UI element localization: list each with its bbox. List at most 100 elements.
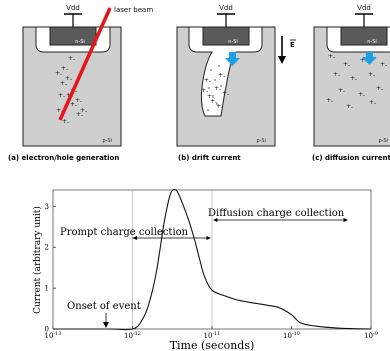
- n-si-label-c: n-Si: [367, 39, 377, 45]
- diffusion-arrow-icon: [362, 52, 377, 65]
- n-si-label-a: n-Si: [75, 39, 85, 45]
- charge-pairs-c: + -+ -+ -+ - + -+ -+ - + -+ -+ -+ -+ -+ -: [326, 53, 387, 111]
- n-si-region-c: [340, 26, 388, 46]
- charge-pairs-b: + -+ -+ -+ -+ -+ -+ -+ -: [201, 72, 229, 111]
- hole-plus-c-2: +: [360, 57, 365, 64]
- electron-minus-b-5: -: [227, 91, 229, 98]
- n-si-region-b: [202, 26, 250, 46]
- electron-minus-c-9: -: [331, 98, 333, 105]
- hole-plus-a-9: +: [80, 107, 85, 114]
- n-si-label-b: n-Si: [228, 39, 238, 45]
- hole-plus-b-7: +: [216, 103, 221, 110]
- electron-minus-a-3: -: [75, 102, 77, 109]
- hole-plus-a-12: +: [58, 92, 63, 99]
- hole-plus-a-11: +: [62, 118, 67, 125]
- hole-plus-c-9: +: [326, 97, 331, 104]
- hole-plus-a-5: +: [61, 65, 66, 72]
- hole-plus-a-2: +: [66, 92, 71, 99]
- hole-plus-c-6: +: [338, 87, 343, 94]
- electron-minus-a-6: -: [70, 76, 72, 83]
- vdd-label-c: Vdd: [357, 4, 371, 12]
- p-si-label-a: p-Si: [102, 138, 112, 144]
- electron-minus-b-0: -: [209, 78, 211, 85]
- hole-plus-a-0: +: [55, 70, 60, 77]
- hole-plus-c-3: +: [333, 71, 338, 78]
- onset-arrow-head: [103, 322, 109, 328]
- speckle-dots-b: [207, 65, 222, 111]
- hole-plus-a-10: +: [56, 107, 61, 114]
- depletion-well-b: [188, 26, 263, 117]
- electron-minus-c-11: -: [374, 100, 376, 107]
- field-arrow-icon: [278, 56, 286, 64]
- electron-minus-a-12: -: [63, 93, 65, 100]
- electron-minus-a-11: -: [67, 119, 69, 126]
- electron-minus-b-7: -: [221, 104, 223, 111]
- electron-minus-c-1: -: [348, 62, 350, 69]
- hole-plus-a-3: +: [70, 101, 75, 108]
- electron-minus-c-6: -: [343, 88, 345, 95]
- n-si-region-a: [49, 26, 97, 46]
- hole-plus-c-11: +: [369, 99, 374, 106]
- hole-plus-c-5: +: [368, 71, 373, 78]
- electron-minus-b-3: -: [223, 73, 225, 80]
- hole-plus-b-2: +: [207, 93, 212, 100]
- electron-minus-a-9: -: [85, 108, 87, 115]
- hole-plus-a-13: +: [68, 55, 73, 62]
- electron-minus-c-12: -: [385, 62, 387, 69]
- hole-plus-a-1: +: [60, 80, 65, 87]
- x-tick-label-1: 10-12: [124, 331, 141, 340]
- field-label: E: [290, 41, 295, 49]
- vdd-label-b: Vdd: [219, 4, 233, 12]
- hole-plus-b-3: +: [218, 72, 223, 79]
- electron-minus-c-10: -: [351, 104, 353, 111]
- diffusion-arrow-head-left: [213, 218, 218, 222]
- electron-minus-c-2: -: [365, 58, 367, 65]
- x-tick-label-2: 10-11: [204, 331, 221, 340]
- electron-minus-c-3: -: [338, 72, 340, 79]
- current-graph: 0 1 2 3 10-13 10-12 10-11 10-10 10-9 Prompt cha…: [32, 188, 378, 351]
- panel-c: Vdd n-Si p-Si + -+ -+ -+ - + -+ -+ - + -+ -+ -+ -+ -+ -…: [312, 4, 390, 162]
- current-curve: [53, 188, 372, 331]
- panel-a: Vdd n-Si p-Si +-+-+-+-+-+-+-+-+-+-+-+-+-…: [8, 4, 153, 162]
- hole-plus-c-4: +: [350, 75, 355, 82]
- vdd-label-a: Vdd: [66, 4, 80, 12]
- electron-minus-a-7: -: [75, 88, 77, 95]
- caption-c: (c) diffusion current: [312, 154, 390, 162]
- y-axis-label: Current (arbitrary unit): [32, 206, 43, 314]
- electron-minus-a-0: -: [60, 71, 62, 78]
- hole-plus-b-5: +: [222, 90, 227, 97]
- x-axis-label: Time (seconds): [170, 339, 255, 351]
- electron-minus-a-1: -: [65, 81, 67, 88]
- x-tick-label-4: 10-9: [364, 331, 378, 340]
- electron-minus-c-5: -: [373, 72, 375, 79]
- y-tick-label-3: 3: [45, 203, 49, 211]
- electron-minus-b-4: -: [215, 99, 217, 106]
- caption-b: (b) drift current: [178, 154, 241, 162]
- panel-b: Vdd n-Si p-Si + -+ -+ -+ -+ -+ -+ -+ - E (b) dri…: [176, 4, 296, 162]
- hole-plus-c-7: +: [358, 91, 363, 98]
- hole-plus-b-1: +: [214, 85, 219, 92]
- hole-plus-a-6: +: [65, 75, 70, 82]
- diffusion-arrow-head-right: [343, 218, 348, 222]
- hole-plus-a-4: +: [76, 111, 81, 118]
- electron-minus-c-8: -: [381, 86, 383, 93]
- p-si-label-c: p-Si: [378, 138, 388, 144]
- prompt-arrow-head-left: [132, 236, 137, 240]
- electron-minus-c-4: -: [355, 76, 357, 83]
- x-ticks: 10-13 10-12 10-11 10-10 10-9: [45, 326, 378, 340]
- prompt-arrow-head-right: [206, 236, 211, 240]
- electron-minus-a-13: -: [73, 56, 75, 63]
- electron-minus-a-8: -: [80, 98, 82, 105]
- electron-minus-b-6: -: [206, 88, 208, 95]
- drift-arrow-icon: [225, 52, 240, 66]
- electron-minus-c-7: -: [363, 92, 365, 99]
- electron-minus-c-0: -: [333, 54, 335, 61]
- x-tick-label-0: 10-13: [45, 331, 62, 340]
- y-tick-label-0: 0: [45, 326, 49, 334]
- p-si-label-b: p-Si: [256, 138, 266, 144]
- laser-beam-label: laser beam: [114, 6, 153, 14]
- diffusion-label: Diffusion charge collection: [208, 208, 345, 219]
- hole-plus-c-0: +: [328, 53, 333, 60]
- electron-minus-b-2: -: [212, 94, 214, 101]
